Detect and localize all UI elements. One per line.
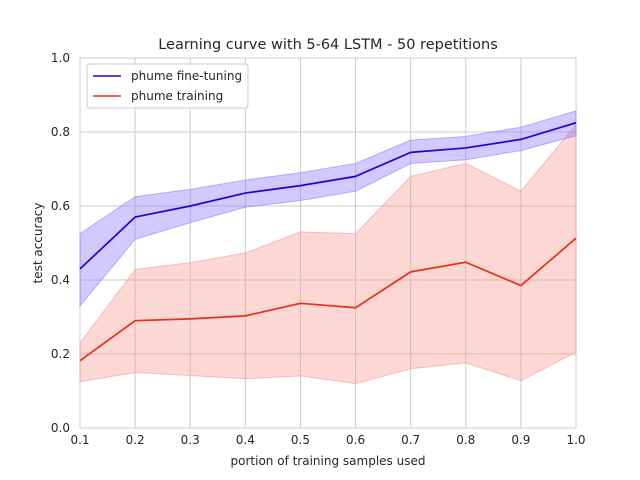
plot-area [79,57,577,429]
legend-box [86,63,249,109]
x-tick-label: 0.9 [511,433,530,447]
y-tick-label: 0.4 [51,273,70,287]
x-tick-label: 1.0 [566,433,585,447]
phume-fine-tuning-confidence-band [79,110,577,308]
grid [79,57,577,429]
phume-fine-tuning-line [79,121,577,270]
y-axis-ticks: 0.0 0.2 0.4 0.6 0.8 1.0 [51,51,70,435]
legend-label-fine-tuning: phume fine-tuning [131,69,242,83]
y-tick-label: 0.8 [51,125,70,139]
y-tick-label: 0.0 [51,421,70,435]
y-axis-label: test accuracy [31,203,45,284]
y-tick-label: 0.2 [51,347,70,361]
phume-training-line [79,237,577,362]
x-tick-label: 0.8 [456,433,475,447]
x-tick-label: 0.6 [346,433,365,447]
x-axis-label: portion of training samples used [231,454,426,468]
x-tick-label: 0.1 [70,433,89,447]
x-tick-label: 0.3 [181,433,200,447]
legend: phume fine-tuning phume training [86,63,249,109]
x-tick-label: 0.4 [236,433,255,447]
x-axis-ticks: 0.1 0.2 0.3 0.4 0.5 0.6 0.7 0.8 0.9 1.0 [70,433,585,447]
y-tick-label: 1.0 [51,51,70,65]
x-tick-label: 0.2 [126,433,145,447]
chart-title: Learning curve with 5-64 LSTM - 50 repet… [158,37,498,53]
series-lines [79,121,577,362]
x-tick-label: 0.5 [291,433,310,447]
x-tick-label: 0.7 [401,433,420,447]
y-tick-label: 0.6 [51,199,70,213]
legend-label-training: phume training [131,89,223,103]
